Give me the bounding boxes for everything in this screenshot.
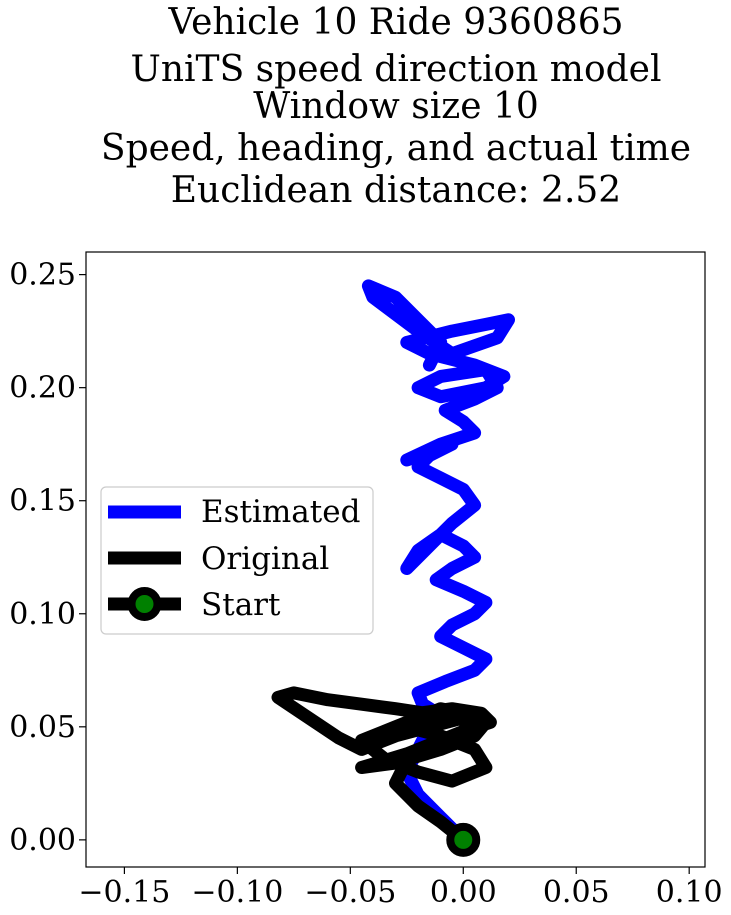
series-layer xyxy=(271,279,515,857)
legend-box xyxy=(100,486,374,635)
y-tick-label: 0.10 xyxy=(9,597,76,632)
y-tick-label: 0.25 xyxy=(9,258,76,293)
legend-label-estimated: Estimated xyxy=(201,494,360,530)
title-line-5: Euclidean distance: 2.52 xyxy=(171,170,621,211)
title-line-4: Speed, heading, and actual time xyxy=(101,128,691,169)
x-tick-label: 0.05 xyxy=(543,875,610,910)
legend: Estimated Original Start xyxy=(100,486,374,635)
y-tick-label: 0.00 xyxy=(9,823,76,858)
x-tick-label: 0.10 xyxy=(656,875,723,910)
x-tick-label: 0.00 xyxy=(430,875,497,910)
plot-frame xyxy=(85,251,706,868)
series-line-original xyxy=(271,686,497,847)
start-marker xyxy=(446,822,481,857)
y-tick-label: 0.15 xyxy=(9,484,76,519)
x-axis: −0.15 −0.10 −0.05 0.00 0.05 0.10 xyxy=(78,867,723,910)
plot-area xyxy=(85,251,706,868)
x-tick-label: −0.05 xyxy=(304,875,396,910)
legend-label-original: Original xyxy=(201,541,329,577)
x-tick-label: −0.10 xyxy=(191,875,283,910)
title-line-1: Vehicle 10 Ride 9360865 xyxy=(167,2,623,43)
y-tick-label: 0.20 xyxy=(9,371,76,406)
x-tick-label: −0.15 xyxy=(78,875,170,910)
title-line-3: Window size 10 xyxy=(253,86,539,127)
chart-title: Vehicle 10 Ride 9360865 UniTS speed dire… xyxy=(101,2,691,211)
legend-label-start: Start xyxy=(201,587,281,623)
y-tick-label: 0.05 xyxy=(9,710,76,745)
series-line-estimated xyxy=(361,279,515,847)
y-axis: 0.00 0.05 0.10 0.15 0.20 0.25 xyxy=(9,258,86,858)
legend-marker-start xyxy=(127,587,162,621)
title-line-2: UniTS speed direction model xyxy=(131,49,662,90)
